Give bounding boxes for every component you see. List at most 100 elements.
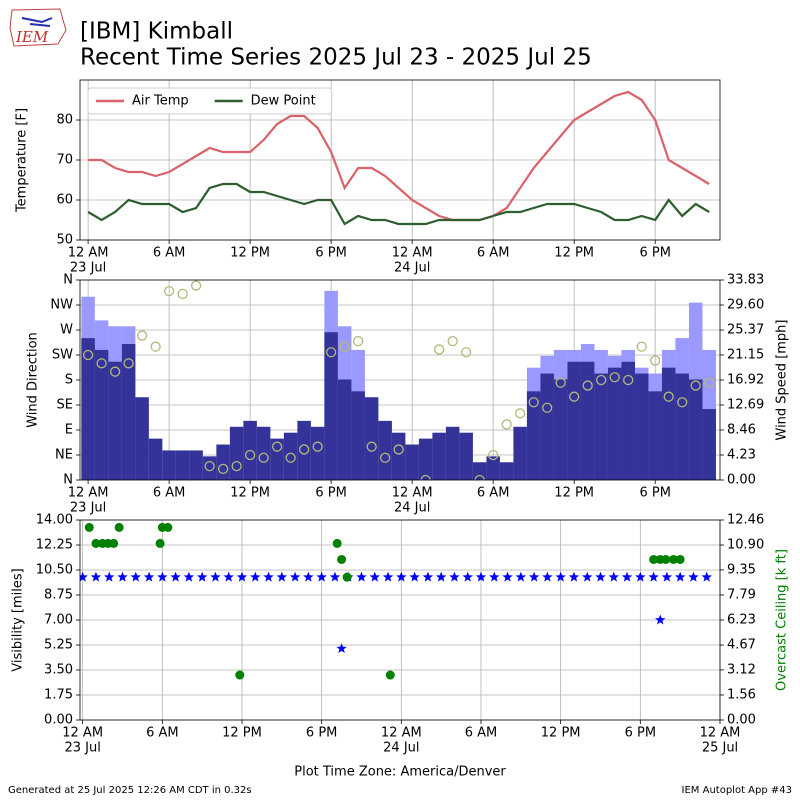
star-point	[336, 643, 347, 654]
x-tick-label: 12 AM	[700, 726, 741, 741]
y-axis-label: Visibility [miles]	[11, 568, 26, 671]
point	[114, 522, 124, 532]
point	[123, 358, 134, 369]
bar	[621, 361, 635, 480]
bar	[351, 391, 365, 480]
y2-axis-label: Overcast Ceiling [k ft]	[775, 549, 790, 691]
point	[177, 288, 188, 300]
point	[677, 397, 688, 408]
bar	[216, 444, 230, 480]
bar	[81, 338, 95, 480]
star-point	[170, 571, 181, 582]
x-date-label: 23 Jul	[64, 741, 100, 756]
point	[379, 452, 391, 463]
y-tick-label: SW	[52, 348, 73, 363]
bar	[472, 462, 487, 480]
point	[339, 341, 350, 352]
legend-label: Dew Point	[251, 94, 316, 109]
subtitle: Recent Time Series 2025 Jul 23 - 2025 Ju…	[80, 45, 592, 71]
bar	[648, 391, 662, 480]
point	[84, 522, 94, 532]
y2-axis-label: Wind Speed [mph]	[775, 320, 790, 441]
point	[312, 441, 323, 452]
y-tick-label: 70	[56, 153, 73, 168]
bar	[418, 438, 433, 480]
legend-label: Air Temp	[132, 94, 189, 109]
panel: 12 AM 6 AM 12 PM 6 PM 12 AM 6 AM 12 PM 6 PM 12 A…	[11, 513, 790, 756]
star-point	[635, 571, 646, 582]
plot-frame	[79, 279, 721, 481]
x-tick-label: 12 PM	[541, 726, 581, 741]
star-point	[648, 571, 659, 582]
point	[488, 449, 499, 461]
star-point	[183, 571, 195, 582]
x-tick-label: 6 PM	[315, 486, 346, 501]
x-date-label: 23 Jul	[70, 501, 106, 516]
bar	[661, 367, 676, 480]
point	[96, 358, 107, 369]
bar	[540, 373, 554, 480]
star-point	[143, 571, 155, 582]
bar	[526, 391, 541, 480]
y-tick-label: NE	[55, 448, 73, 463]
star-point	[396, 571, 407, 582]
x-date-label: 25 Jul	[702, 741, 738, 756]
x-tick-label: 6 PM	[315, 246, 346, 261]
bar	[108, 361, 122, 480]
y-axis-label: Temperature [F]	[15, 108, 30, 213]
point	[258, 452, 269, 463]
point	[582, 380, 593, 391]
star-point	[289, 571, 301, 582]
x-tick-label: 12 AM	[68, 246, 109, 261]
star-point	[422, 571, 434, 582]
point	[366, 441, 377, 452]
point	[663, 391, 674, 402]
bar	[337, 379, 352, 480]
star-point	[223, 571, 234, 582]
bar	[499, 462, 514, 480]
bar	[297, 420, 311, 480]
line	[88, 90, 710, 222]
point	[623, 374, 634, 386]
y-axis-label: Wind Direction	[26, 332, 41, 428]
x-tick-label: 6 AM	[153, 246, 186, 261]
bar	[148, 438, 163, 480]
plot-frame	[79, 79, 721, 241]
x-tick-label: 12 AM	[392, 246, 433, 261]
point	[609, 372, 620, 383]
point	[91, 538, 101, 548]
bar	[634, 373, 649, 480]
point	[636, 341, 647, 352]
logo-icon	[21, 17, 53, 27]
star-point	[475, 571, 487, 582]
point	[528, 397, 539, 408]
x-tick-label: 6 PM	[306, 726, 337, 741]
y-tick-label: 8.75	[44, 588, 73, 603]
x-tick-label: 6 PM	[625, 726, 656, 741]
x-tick-label: 12 AM	[381, 726, 422, 741]
star-point	[555, 571, 566, 582]
point	[109, 538, 119, 548]
y2-tick-label: 7.79	[727, 587, 756, 602]
legend-box	[87, 87, 333, 115]
bar	[175, 450, 190, 480]
point	[337, 554, 347, 564]
star-point	[655, 614, 666, 625]
y-tick-label: 7.00	[44, 613, 73, 628]
point	[82, 349, 94, 361]
star-point	[435, 571, 447, 582]
y2-tick-label: 0.00	[727, 713, 756, 728]
legend: Air Temp Dew Point	[87, 87, 333, 115]
bar	[324, 332, 338, 480]
star-point	[489, 571, 500, 582]
point	[690, 380, 701, 391]
point	[325, 347, 337, 358]
bar	[378, 420, 392, 480]
point	[285, 452, 296, 463]
y2-tick-label: 25.37	[727, 323, 764, 338]
bar	[513, 426, 527, 480]
x-axis-label: Plot Time Zone: America/Denver	[294, 765, 506, 780]
star-point	[103, 571, 115, 582]
x-tick-label: 12 PM	[230, 246, 270, 261]
y2-tick-label: 21.15	[727, 347, 764, 362]
